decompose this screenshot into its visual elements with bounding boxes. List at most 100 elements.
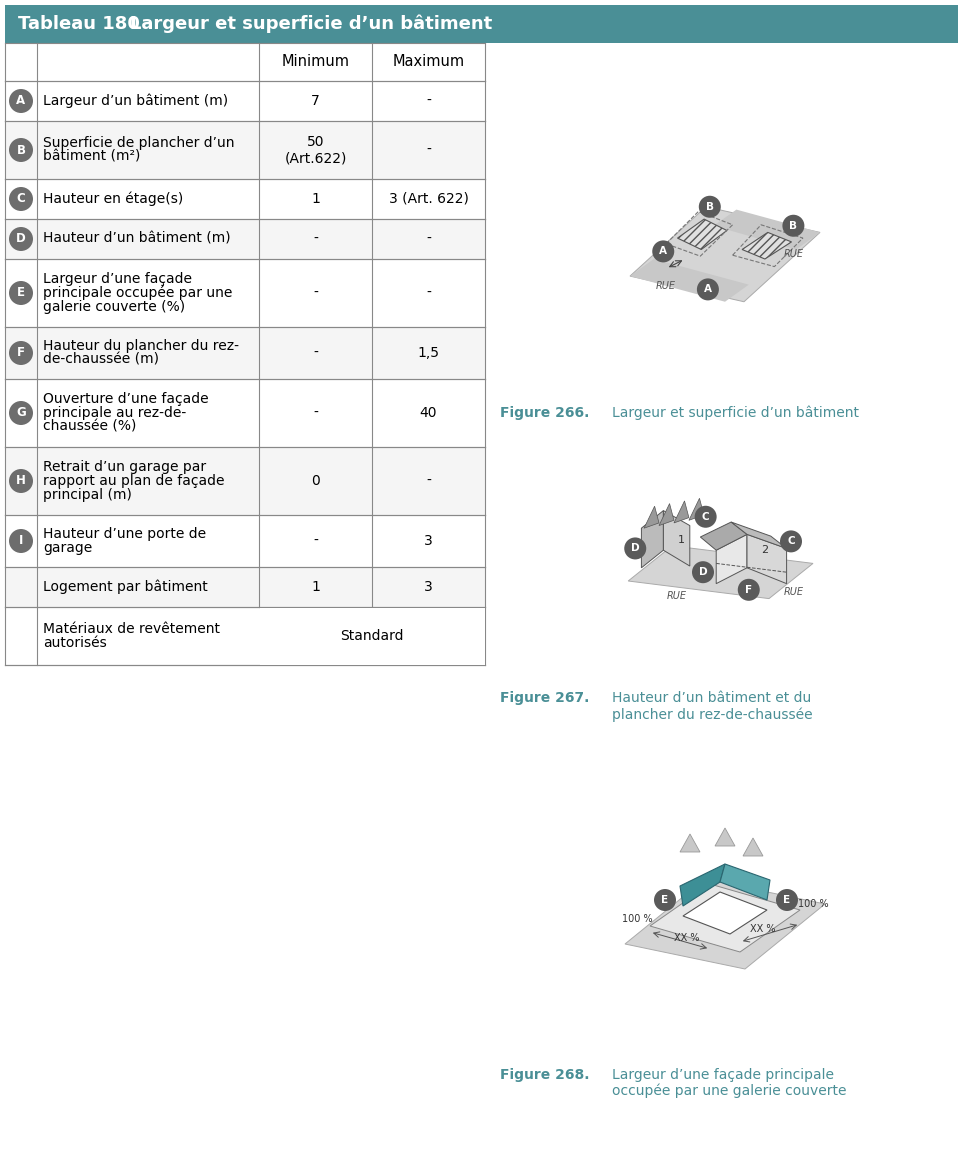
Circle shape: [692, 561, 714, 583]
Polygon shape: [659, 503, 674, 525]
Text: 0: 0: [311, 474, 320, 488]
Circle shape: [9, 469, 33, 493]
Polygon shape: [731, 522, 787, 548]
Text: -: -: [313, 347, 318, 360]
Text: RUE: RUE: [784, 588, 804, 597]
FancyBboxPatch shape: [6, 568, 484, 606]
Circle shape: [697, 278, 719, 300]
Text: 50: 50: [307, 134, 325, 150]
FancyBboxPatch shape: [5, 5, 958, 43]
Text: 2: 2: [761, 545, 768, 555]
Text: -: -: [426, 232, 430, 246]
Text: autorisés: autorisés: [43, 636, 107, 650]
Text: XX %: XX %: [750, 924, 776, 934]
Text: 1,5: 1,5: [418, 347, 439, 360]
Circle shape: [624, 538, 646, 560]
Text: Largeur et superficie d’un bâtiment: Largeur et superficie d’un bâtiment: [612, 406, 859, 421]
Circle shape: [654, 889, 676, 911]
Text: A: A: [704, 284, 712, 294]
Text: rapport au plan de façade: rapport au plan de façade: [43, 474, 224, 488]
Text: Hauteur d’un bâtiment et du: Hauteur d’un bâtiment et du: [612, 691, 811, 705]
Polygon shape: [678, 219, 727, 249]
Text: Matériaux de revêtement: Matériaux de revêtement: [43, 622, 220, 636]
Text: G: G: [16, 407, 26, 420]
Text: chaussée (%): chaussée (%): [43, 420, 137, 433]
Polygon shape: [650, 884, 800, 952]
Polygon shape: [714, 210, 820, 249]
Polygon shape: [664, 511, 690, 566]
Text: principale au rez-de-: principale au rez-de-: [43, 406, 186, 420]
Text: D: D: [16, 233, 26, 246]
Polygon shape: [630, 258, 749, 301]
Polygon shape: [628, 546, 813, 598]
FancyBboxPatch shape: [6, 328, 484, 379]
Text: Maximum: Maximum: [393, 54, 464, 70]
Polygon shape: [680, 834, 700, 852]
Text: Superficie de plancher d’un: Superficie de plancher d’un: [43, 137, 235, 151]
Polygon shape: [743, 838, 763, 857]
Text: occupée par une galerie couverte: occupée par une galerie couverte: [612, 1084, 846, 1099]
Polygon shape: [641, 511, 664, 568]
Polygon shape: [716, 534, 747, 584]
Circle shape: [738, 578, 760, 600]
Text: F: F: [745, 585, 752, 595]
Polygon shape: [683, 892, 767, 934]
Circle shape: [9, 89, 33, 112]
Text: 3: 3: [424, 580, 433, 595]
Text: Hauteur d’un bâtiment (m): Hauteur d’un bâtiment (m): [43, 232, 230, 246]
Text: Largeur d’un bâtiment (m): Largeur d’un bâtiment (m): [43, 94, 228, 108]
Text: Standard: Standard: [340, 629, 403, 643]
Text: principale occupée par une: principale occupée par une: [43, 286, 232, 300]
Text: 3: 3: [424, 534, 433, 548]
Text: Largeur d’une façade principale: Largeur d’une façade principale: [612, 1067, 834, 1083]
FancyBboxPatch shape: [6, 607, 484, 664]
Polygon shape: [715, 828, 735, 846]
Text: A: A: [660, 247, 667, 256]
Text: 40: 40: [420, 406, 437, 420]
Circle shape: [652, 240, 674, 262]
Text: D: D: [631, 544, 639, 554]
Text: -: -: [426, 94, 430, 108]
Circle shape: [776, 889, 798, 911]
Text: Figure 267.: Figure 267.: [500, 691, 589, 705]
Text: E: E: [662, 895, 668, 905]
Polygon shape: [700, 522, 747, 551]
Text: Hauteur du plancher du rez-: Hauteur du plancher du rez-: [43, 340, 239, 353]
Text: -: -: [313, 406, 318, 420]
Text: Hauteur d’une porte de: Hauteur d’une porte de: [43, 527, 206, 541]
FancyBboxPatch shape: [6, 81, 484, 121]
Text: principal (m): principal (m): [43, 488, 132, 502]
Text: RUE: RUE: [783, 249, 803, 260]
Text: 100 %: 100 %: [622, 914, 652, 924]
Text: A: A: [16, 95, 26, 108]
Text: 1: 1: [678, 534, 685, 545]
FancyBboxPatch shape: [6, 219, 484, 258]
Text: C: C: [16, 192, 25, 205]
Polygon shape: [625, 879, 825, 969]
Text: Ouverture d’une façade: Ouverture d’une façade: [43, 393, 209, 407]
Text: F: F: [17, 347, 25, 359]
FancyBboxPatch shape: [6, 180, 484, 219]
Circle shape: [9, 187, 33, 211]
Circle shape: [9, 401, 33, 425]
Text: RUE: RUE: [666, 591, 687, 602]
Text: H: H: [16, 474, 26, 488]
FancyBboxPatch shape: [6, 260, 484, 327]
FancyBboxPatch shape: [6, 516, 484, 567]
Text: D: D: [699, 567, 707, 577]
Polygon shape: [747, 534, 787, 584]
FancyBboxPatch shape: [6, 379, 484, 446]
Text: E: E: [784, 895, 791, 905]
FancyBboxPatch shape: [259, 607, 484, 664]
Text: garage: garage: [43, 541, 92, 555]
Text: 1: 1: [311, 192, 320, 206]
Text: -: -: [426, 143, 430, 156]
Text: 1: 1: [311, 580, 320, 595]
Text: Hauteur en étage(s): Hauteur en étage(s): [43, 191, 183, 206]
Text: plancher du rez-de-chaussée: plancher du rez-de-chaussée: [612, 707, 813, 722]
Text: B: B: [706, 202, 714, 212]
Text: C: C: [702, 512, 710, 522]
Circle shape: [699, 196, 720, 218]
Polygon shape: [630, 206, 820, 301]
FancyBboxPatch shape: [6, 122, 484, 178]
